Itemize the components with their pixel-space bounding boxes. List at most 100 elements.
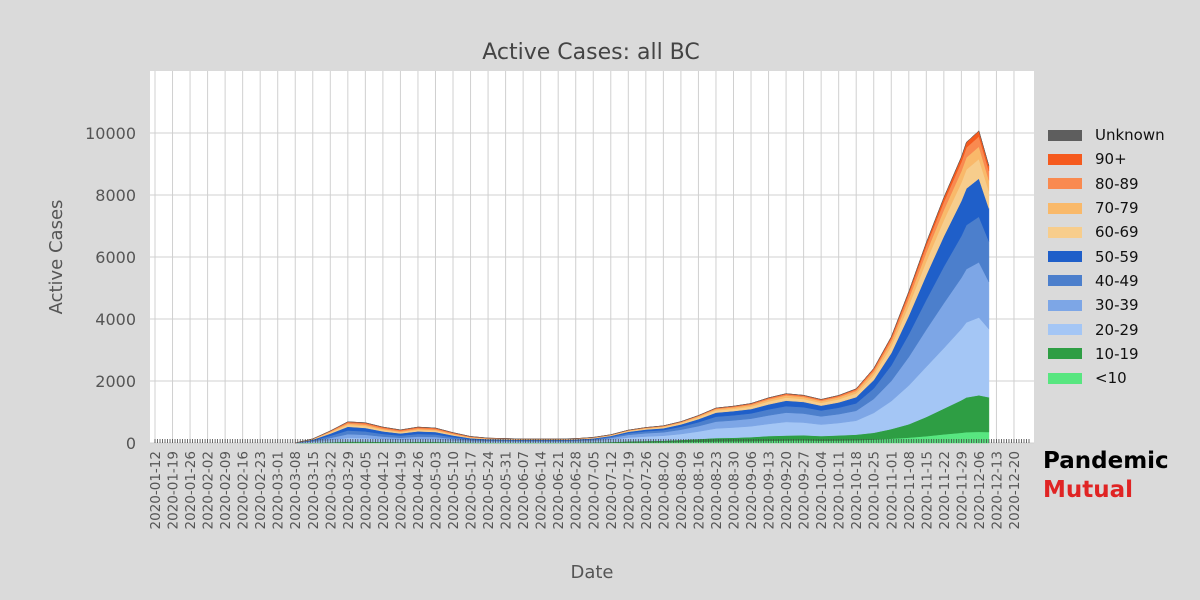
chart-title: Active Cases: all BC — [482, 40, 700, 65]
legend-label: 80-89 — [1095, 174, 1139, 193]
legend-swatch — [1048, 153, 1082, 165]
legend-item: 70-79 — [1048, 196, 1165, 220]
x-tick-label: 2020-09-20 — [779, 451, 795, 529]
x-tick-label: 2020-10-25 — [867, 451, 883, 529]
x-tick-label: 2020-05-31 — [499, 451, 515, 529]
legend-swatch — [1048, 275, 1082, 287]
legend-label: 20-29 — [1095, 320, 1139, 339]
x-tick-label: 2020-09-13 — [762, 451, 778, 529]
x-tick-label: 2020-02-09 — [218, 451, 234, 529]
x-tick-label: 2020-11-08 — [902, 451, 918, 529]
x-tick-label: 2020-10-11 — [832, 451, 848, 529]
x-tick-label: 2020-02-02 — [201, 451, 217, 529]
legend-label: 40-49 — [1095, 271, 1139, 290]
y-tick-label: 10000 — [85, 124, 136, 143]
x-tick-label: 2020-07-26 — [639, 451, 655, 529]
legend-swatch — [1048, 348, 1082, 360]
x-tick-label: 2020-06-28 — [569, 451, 585, 529]
legend-swatch — [1048, 226, 1082, 238]
x-tick-label: 2020-09-27 — [797, 451, 813, 529]
y-tick-label: 6000 — [95, 248, 136, 267]
y-axis-label: Active Cases — [46, 200, 67, 315]
brand-line-2: Mutual — [1043, 477, 1134, 503]
legend-label: <10 — [1095, 369, 1127, 388]
legend-swatch — [1048, 178, 1082, 190]
x-tick-label: 2020-08-23 — [709, 451, 725, 529]
x-tick-label: 2020-08-16 — [691, 451, 707, 529]
area-series-unknown — [295, 130, 990, 444]
legend-item: 80-89 — [1048, 172, 1165, 196]
x-tick-label: 2020-02-23 — [253, 451, 269, 529]
x-tick-label: 2020-03-15 — [306, 451, 322, 529]
legend-item: 30-39 — [1048, 293, 1165, 317]
x-tick-label: 2020-07-05 — [586, 451, 602, 529]
y-axis-ticks: 0 2000 4000 6000 8000 10000 — [85, 124, 136, 453]
x-tick-label: 2020-02-16 — [236, 451, 252, 529]
legend-swatch — [1048, 372, 1082, 384]
x-tick-label: 2020-12-13 — [989, 451, 1005, 529]
legend-label: Unknown — [1095, 126, 1165, 145]
legend-item: 90+ — [1048, 147, 1165, 171]
x-axis-label: Date — [570, 562, 613, 583]
x-tick-label: 2020-11-29 — [954, 451, 970, 529]
legend-item: Unknown — [1048, 123, 1165, 147]
x-tick-label: 2020-06-14 — [534, 451, 550, 529]
x-tick-label: 2020-04-12 — [376, 451, 392, 529]
x-tick-label: 2020-03-22 — [323, 451, 339, 529]
legend-item: 50-59 — [1048, 244, 1165, 268]
x-tick-label: 2020-06-21 — [551, 451, 567, 529]
brand-logo: Pandemic Mutual — [1043, 447, 1169, 505]
legend-label: 60-69 — [1095, 223, 1139, 242]
legend-item: <10 — [1048, 366, 1165, 390]
x-tick-label: 2020-08-30 — [726, 451, 742, 529]
legend-label: 50-59 — [1095, 247, 1139, 266]
stacked-areas — [295, 130, 990, 444]
x-tick-label: 2020-01-12 — [148, 451, 164, 529]
legend-swatch — [1048, 129, 1082, 141]
x-tick-label: 2020-06-07 — [516, 451, 532, 529]
legend-label: 70-79 — [1095, 199, 1139, 218]
x-tick-label: 2020-08-02 — [656, 451, 672, 529]
x-tick-label: 2020-07-12 — [604, 451, 620, 529]
x-tick-label: 2020-01-26 — [183, 451, 199, 529]
brand-line-1: Pandemic — [1043, 448, 1169, 474]
legend-item: 40-49 — [1048, 269, 1165, 293]
x-tick-label: 2020-11-22 — [937, 451, 953, 529]
x-tick-label: 2020-03-01 — [271, 451, 287, 529]
x-tick-label: 2020-12-20 — [1007, 451, 1023, 529]
x-tick-label: 2020-08-09 — [674, 451, 690, 529]
x-tick-label: 2020-12-06 — [972, 451, 988, 529]
x-tick-label: 2020-04-19 — [393, 451, 409, 529]
x-tick-label: 2020-11-01 — [884, 451, 900, 529]
x-tick-label: 2020-01-19 — [166, 451, 182, 529]
x-tick-label: 2020-04-26 — [411, 451, 427, 529]
x-tick-label: 2020-05-10 — [446, 451, 462, 529]
legend-swatch — [1048, 202, 1082, 214]
y-tick-label: 0 — [126, 434, 136, 453]
y-tick-label: 2000 — [95, 372, 136, 391]
x-tick-label: 2020-10-18 — [849, 451, 865, 529]
legend-swatch — [1048, 324, 1082, 336]
y-tick-label: 8000 — [95, 186, 136, 205]
chart-legend: Unknown 90+ 80-89 70-79 60-69 50-59 40-49 30-39… — [1048, 123, 1165, 390]
x-axis-ticks: 2020-01-12 2020-01-19 2020-01-26 2020-02-02… — [148, 439, 1030, 529]
legend-item: 20-29 — [1048, 317, 1165, 341]
x-tick-label: 2020-05-03 — [428, 451, 444, 529]
legend-item: 60-69 — [1048, 220, 1165, 244]
x-tick-label: 2020-04-05 — [358, 451, 374, 529]
x-tick-label: 2020-10-04 — [814, 451, 830, 529]
legend-swatch — [1048, 251, 1082, 263]
legend-item: 10-19 — [1048, 342, 1165, 366]
legend-label: 90+ — [1095, 150, 1127, 169]
legend-swatch — [1048, 299, 1082, 311]
y-tick-label: 4000 — [95, 310, 136, 329]
x-tick-label: 2020-05-24 — [481, 451, 497, 529]
legend-label: 30-39 — [1095, 296, 1139, 315]
x-tick-label: 2020-05-17 — [464, 451, 480, 529]
legend-label: 10-19 — [1095, 344, 1139, 363]
x-tick-label: 2020-03-08 — [288, 451, 304, 529]
x-tick-label: 2020-09-06 — [744, 451, 760, 529]
x-tick-label: 2020-11-15 — [919, 451, 935, 529]
x-tick-label: 2020-07-19 — [621, 451, 637, 529]
